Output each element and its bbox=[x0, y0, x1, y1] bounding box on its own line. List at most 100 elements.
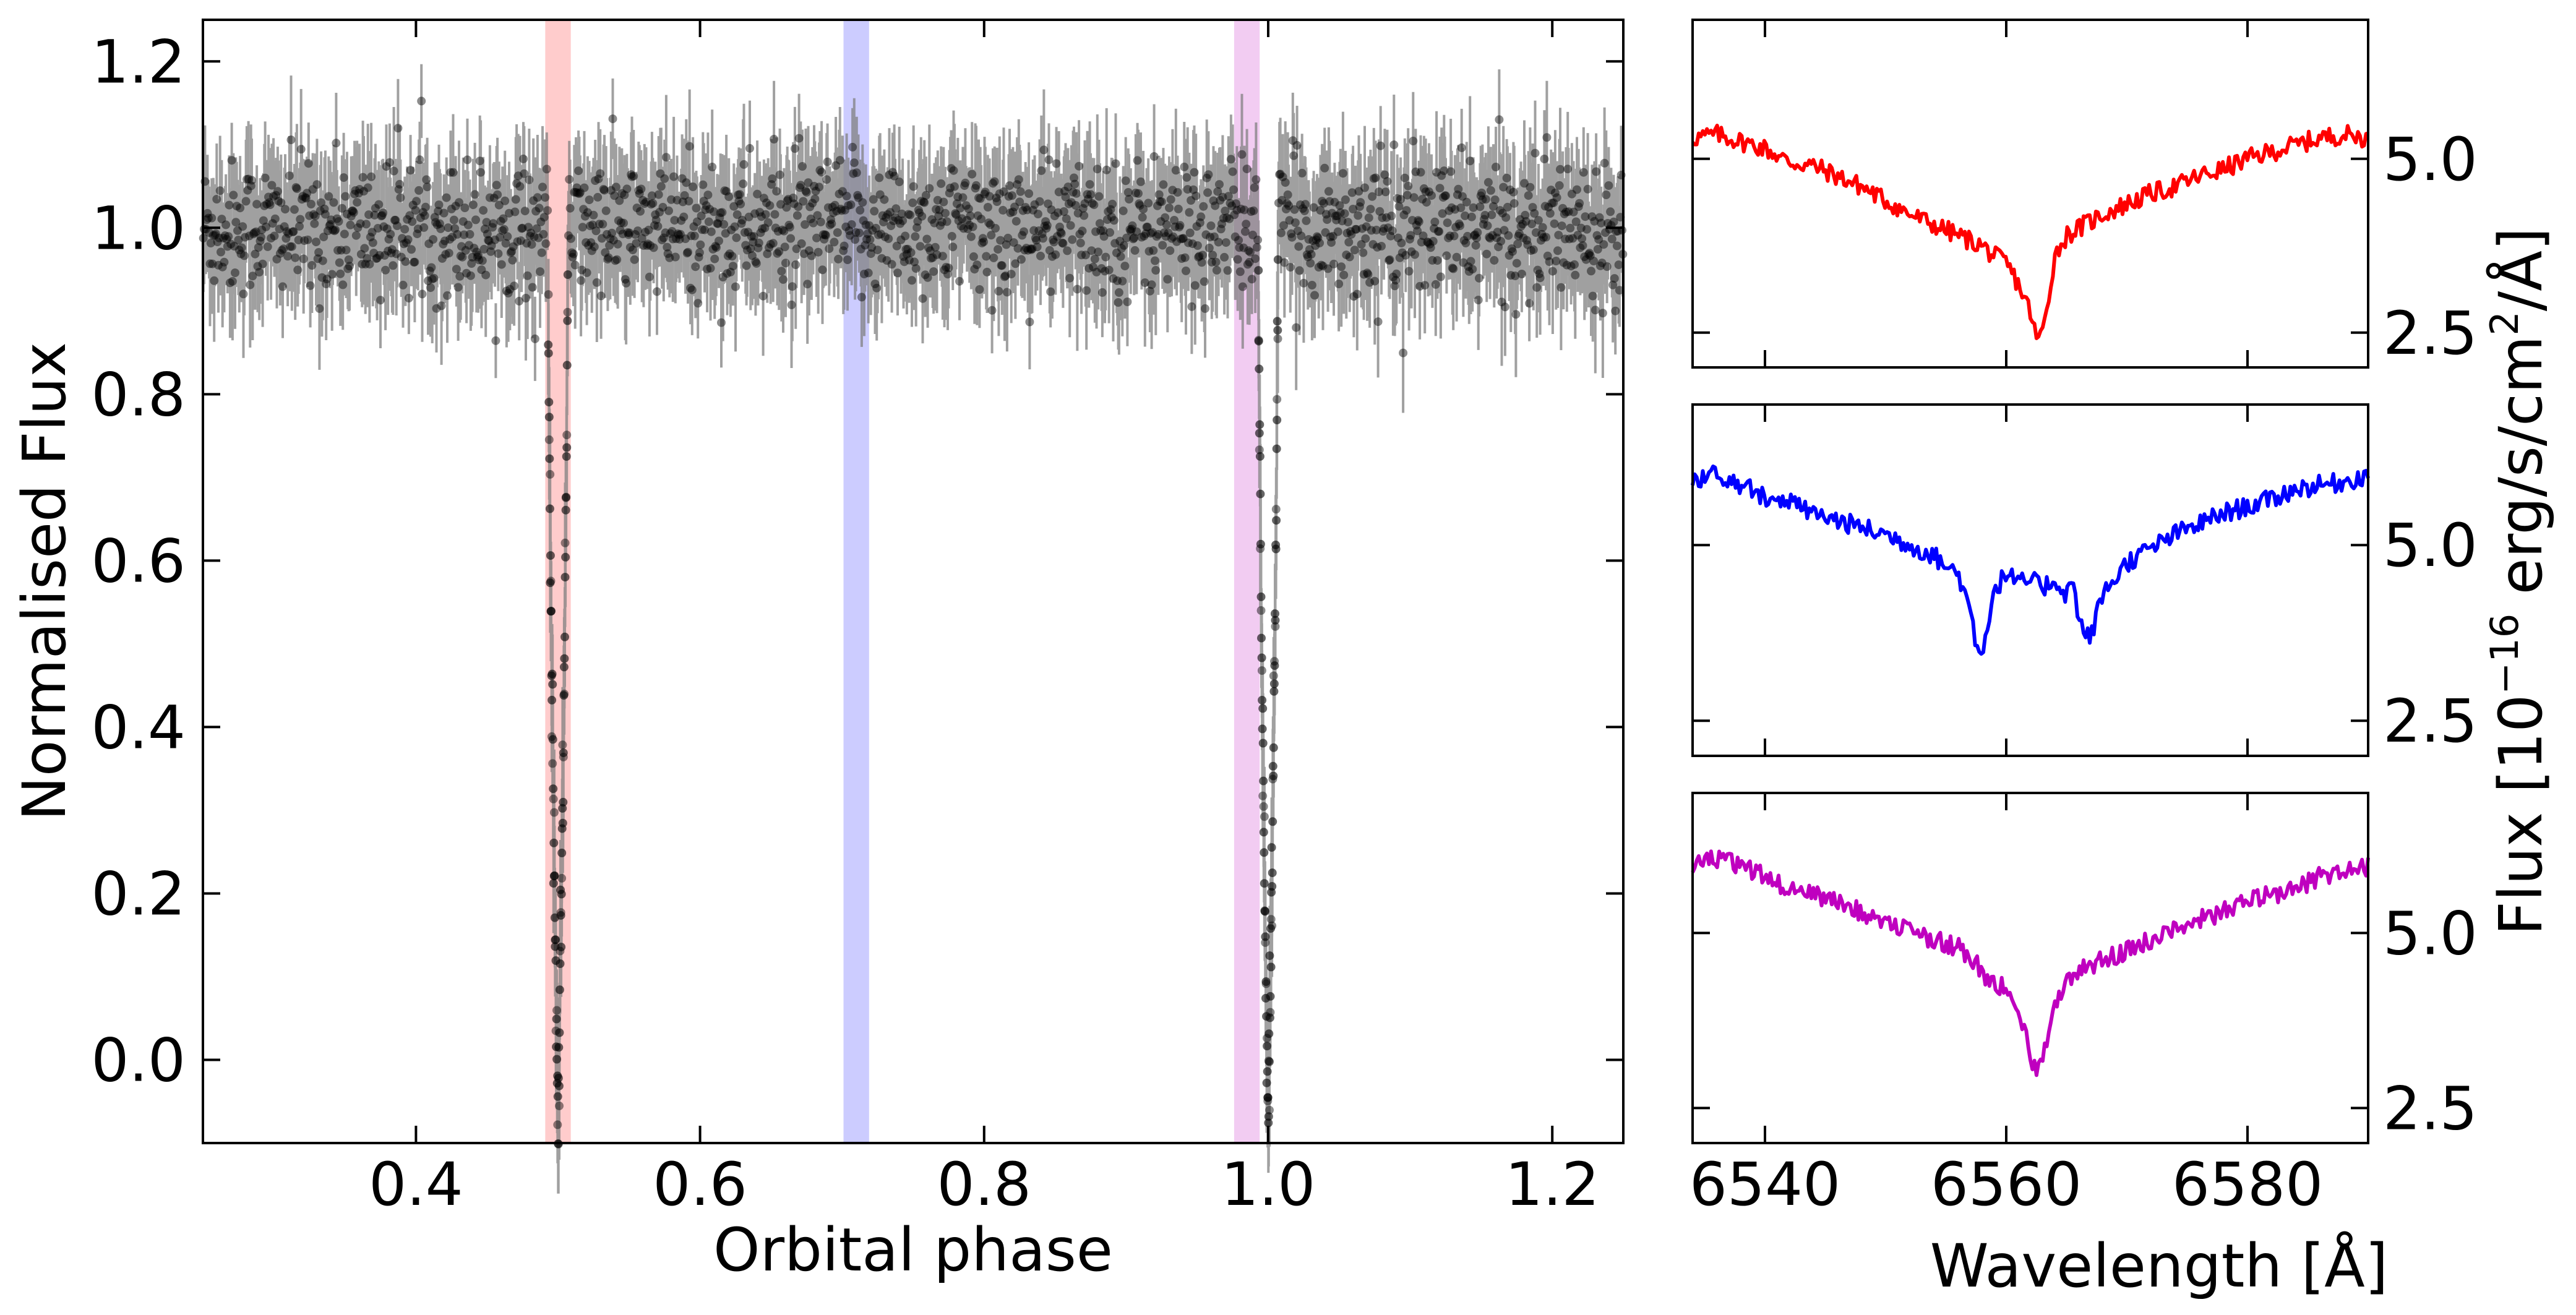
data-point bbox=[320, 204, 329, 213]
data-point bbox=[434, 200, 444, 210]
data-point bbox=[843, 255, 852, 264]
data-point bbox=[632, 239, 641, 248]
data-point bbox=[889, 216, 898, 225]
data-point bbox=[1508, 247, 1517, 256]
data-point bbox=[663, 242, 672, 252]
light-curve-panel: 0.4 0.6 0.8 1.0 1.20.00.20.40.60.81.01.2 Orb… bbox=[10, 19, 1628, 1285]
data-point bbox=[627, 170, 636, 179]
data-point bbox=[1171, 166, 1180, 175]
data-point bbox=[1323, 264, 1333, 273]
data-point bbox=[1271, 505, 1281, 514]
data-point bbox=[415, 155, 424, 165]
data-point bbox=[1433, 256, 1442, 265]
data-point bbox=[620, 275, 630, 284]
data-point bbox=[687, 285, 697, 294]
data-point bbox=[1199, 202, 1208, 211]
data-point bbox=[480, 225, 489, 234]
data-point bbox=[462, 268, 471, 278]
data-point bbox=[458, 217, 468, 226]
data-point bbox=[1409, 137, 1418, 145]
data-point bbox=[1138, 213, 1147, 222]
data-point bbox=[1496, 237, 1506, 246]
data-point bbox=[1608, 280, 1618, 289]
data-point bbox=[1423, 238, 1432, 247]
data-point bbox=[548, 759, 557, 768]
data-point bbox=[508, 255, 517, 265]
data-point bbox=[848, 142, 857, 152]
data-point bbox=[1370, 276, 1380, 286]
data-point bbox=[1464, 262, 1473, 272]
data-point bbox=[546, 578, 555, 588]
data-point bbox=[422, 175, 431, 184]
data-point bbox=[1492, 233, 1501, 242]
data-point bbox=[1182, 173, 1191, 182]
data-point bbox=[961, 178, 970, 187]
data-point bbox=[985, 192, 994, 201]
data-point bbox=[1337, 262, 1346, 272]
data-point bbox=[1420, 281, 1430, 290]
data-point bbox=[1099, 226, 1108, 235]
data-point bbox=[896, 219, 905, 228]
data-point bbox=[544, 349, 553, 358]
data-point bbox=[1170, 222, 1180, 231]
data-point bbox=[439, 208, 449, 218]
data-point bbox=[1000, 272, 1009, 281]
data-point bbox=[484, 236, 493, 245]
data-point bbox=[1011, 259, 1020, 268]
data-point bbox=[823, 157, 832, 166]
data-point bbox=[427, 275, 437, 284]
data-point bbox=[530, 232, 539, 241]
data-point bbox=[933, 195, 942, 205]
data-point bbox=[518, 223, 527, 233]
data-point bbox=[1400, 173, 1409, 182]
data-point bbox=[1352, 225, 1361, 234]
data-point bbox=[698, 180, 708, 189]
data-point bbox=[1423, 238, 1433, 247]
data-point bbox=[1087, 246, 1096, 255]
data-point bbox=[1044, 155, 1054, 165]
data-point bbox=[1240, 205, 1249, 215]
data-point bbox=[267, 181, 277, 190]
data-point bbox=[1265, 1105, 1274, 1115]
data-point bbox=[1055, 222, 1064, 231]
data-point bbox=[1294, 242, 1303, 251]
data-point bbox=[1039, 145, 1049, 155]
data-point bbox=[1485, 233, 1494, 242]
data-point bbox=[280, 222, 289, 231]
data-point bbox=[1037, 166, 1046, 175]
data-point bbox=[1592, 231, 1602, 240]
data-point bbox=[319, 233, 328, 242]
data-point bbox=[678, 197, 687, 207]
data-point bbox=[400, 225, 410, 234]
data-point bbox=[643, 239, 653, 249]
data-point bbox=[1318, 262, 1328, 271]
data-point bbox=[455, 272, 465, 281]
data-point bbox=[1447, 203, 1456, 212]
data-point bbox=[1135, 201, 1144, 210]
data-point bbox=[1526, 182, 1535, 192]
data-point bbox=[1036, 251, 1045, 260]
data-point bbox=[909, 182, 918, 191]
data-point bbox=[792, 244, 801, 254]
data-point bbox=[242, 174, 251, 184]
data-point bbox=[478, 256, 487, 265]
data-point bbox=[463, 220, 473, 229]
data-point bbox=[583, 208, 592, 217]
data-point bbox=[1053, 232, 1062, 241]
data-point bbox=[1047, 205, 1056, 215]
data-point bbox=[528, 283, 537, 292]
data-point bbox=[557, 889, 566, 899]
data-point bbox=[1469, 203, 1478, 212]
data-point bbox=[1023, 246, 1033, 255]
data-point bbox=[984, 218, 994, 228]
data-point bbox=[1445, 206, 1454, 215]
data-point bbox=[1253, 235, 1263, 244]
data-point bbox=[423, 182, 432, 192]
data-point bbox=[1102, 165, 1111, 174]
data-point bbox=[1519, 233, 1528, 242]
data-point bbox=[549, 838, 559, 847]
data-point bbox=[1054, 208, 1063, 217]
data-point bbox=[1527, 220, 1537, 228]
data-point bbox=[966, 211, 975, 220]
